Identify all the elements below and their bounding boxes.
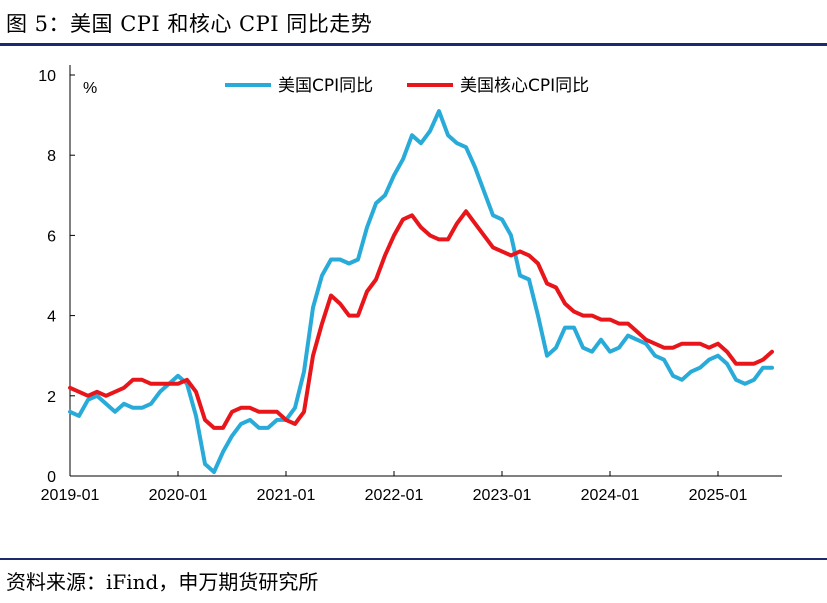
chart-axes: 0 2 4 6 8 10% 2019-01 2020-01 2021-01 2022-01 2023…	[38, 65, 782, 504]
core-cpi-yoy-line	[68, 209, 774, 430]
x-tick-label: 2022-01	[365, 487, 424, 504]
legend-label-core-cpi: 美国核心CPI同比	[460, 76, 589, 96]
legend-label-cpi: 美国CPI同比	[278, 76, 373, 96]
y-unit-label: %	[83, 80, 97, 97]
y-tick-label: 4	[47, 309, 56, 326]
y-tick-label: 6	[47, 228, 56, 245]
chart-legend: 美国CPI同比 美国核心CPI同比	[225, 76, 589, 96]
figure-title: 图 5：美国 CPI 和核心 CPI 同比走势	[6, 12, 373, 36]
y-tick-label: 2	[47, 389, 56, 406]
x-tick-label: 2025-01	[689, 487, 748, 504]
y-tick-label: 10	[38, 68, 56, 85]
x-tick-label: 2024-01	[581, 487, 640, 504]
title-rule	[0, 43, 827, 46]
cpi-yoy-line	[68, 109, 774, 474]
cpi-line-chart: 0 2 4 6 8 10% 2019-01 2020-01 2021-01 2022-01 2023…	[38, 65, 782, 504]
x-tick-label: 2020-01	[149, 487, 208, 504]
source-note: 资料来源：iFind，申万期货研究所	[6, 570, 319, 594]
x-tick-label: 2021-01	[257, 487, 316, 504]
y-tick-label: 8	[47, 148, 56, 165]
chart-series	[68, 109, 774, 474]
source-rule	[0, 558, 827, 560]
x-tick-label: 2019-01	[41, 487, 100, 504]
y-tick-label: 0	[47, 469, 56, 486]
x-tick-label: 2023-01	[473, 487, 532, 504]
